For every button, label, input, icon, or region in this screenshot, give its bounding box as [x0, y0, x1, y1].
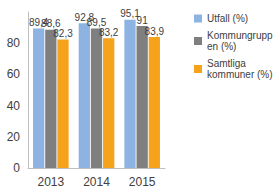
svg-text:91: 91 [137, 15, 149, 26]
svg-text:89,5: 89,5 [86, 16, 107, 28]
svg-text:2015: 2015 [129, 175, 156, 189]
svg-text:Kommungrupp: Kommungrupp [207, 30, 273, 41]
svg-text:83,9: 83,9 [145, 26, 165, 37]
svg-text:Utfall (%): Utfall (%) [207, 13, 248, 24]
svg-text:82,3: 82,3 [53, 28, 73, 39]
svg-text:Samtliga: Samtliga [207, 58, 249, 69]
svg-text:kommuner (%): kommuner (%) [207, 69, 273, 80]
svg-text:en (%): en (%) [207, 41, 236, 52]
svg-text:95,1: 95,1 [120, 8, 140, 20]
svg-text:20: 20 [7, 130, 21, 144]
svg-text:0: 0 [13, 161, 20, 175]
svg-text:60: 60 [7, 67, 21, 81]
svg-text:80: 80 [7, 36, 21, 50]
svg-text:83,2: 83,2 [99, 27, 119, 38]
svg-text:40: 40 [7, 99, 21, 113]
svg-text:2014: 2014 [83, 175, 110, 189]
svg-text:92,8: 92,8 [74, 11, 95, 23]
svg-text:88,6: 88,6 [41, 18, 61, 30]
svg-text:2013: 2013 [37, 175, 64, 189]
svg-text:89,4: 89,4 [28, 17, 49, 28]
